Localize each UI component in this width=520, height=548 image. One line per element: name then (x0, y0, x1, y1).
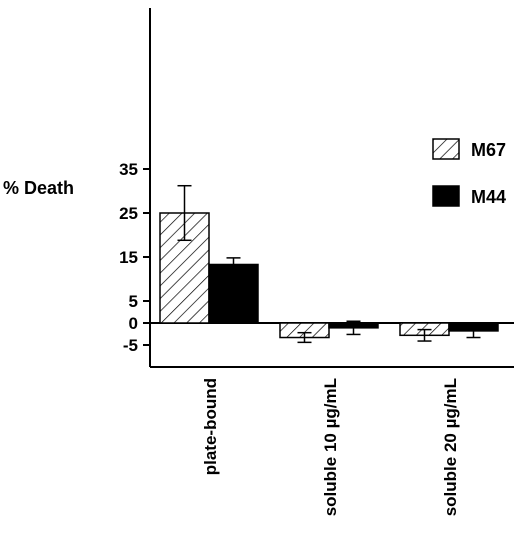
legend-label-m44: M44 (471, 187, 506, 207)
category-labels: plate-bound soluble 10 µg/mL soluble 20 µg… (201, 378, 460, 516)
legend: M67 M44 (432, 138, 506, 207)
legend-swatch-m44 (432, 185, 460, 207)
category-label-3: soluble 20 µg/mL (441, 378, 460, 516)
category-label-2: soluble 10 µg/mL (321, 378, 340, 516)
y-tick-label: -5 (123, 336, 138, 355)
error-bars (177, 184, 481, 344)
y-tick-label: 25 (119, 204, 138, 223)
category-label-1: plate-bound (201, 378, 220, 475)
y-tick-label: 15 (119, 248, 138, 267)
legend-swatch-m67 (432, 138, 460, 160)
y-tick-label: 0 (129, 314, 138, 333)
y-tick-label: 35 (119, 160, 138, 179)
y-axis-label: % Death (3, 178, 74, 198)
legend-label-m67: M67 (471, 140, 506, 160)
bar-m44-1 (208, 263, 259, 324)
bars (159, 212, 499, 339)
y-tick-label: 5 (129, 292, 138, 311)
y-ticks: 35 25 15 5 0 -5 (119, 160, 150, 355)
